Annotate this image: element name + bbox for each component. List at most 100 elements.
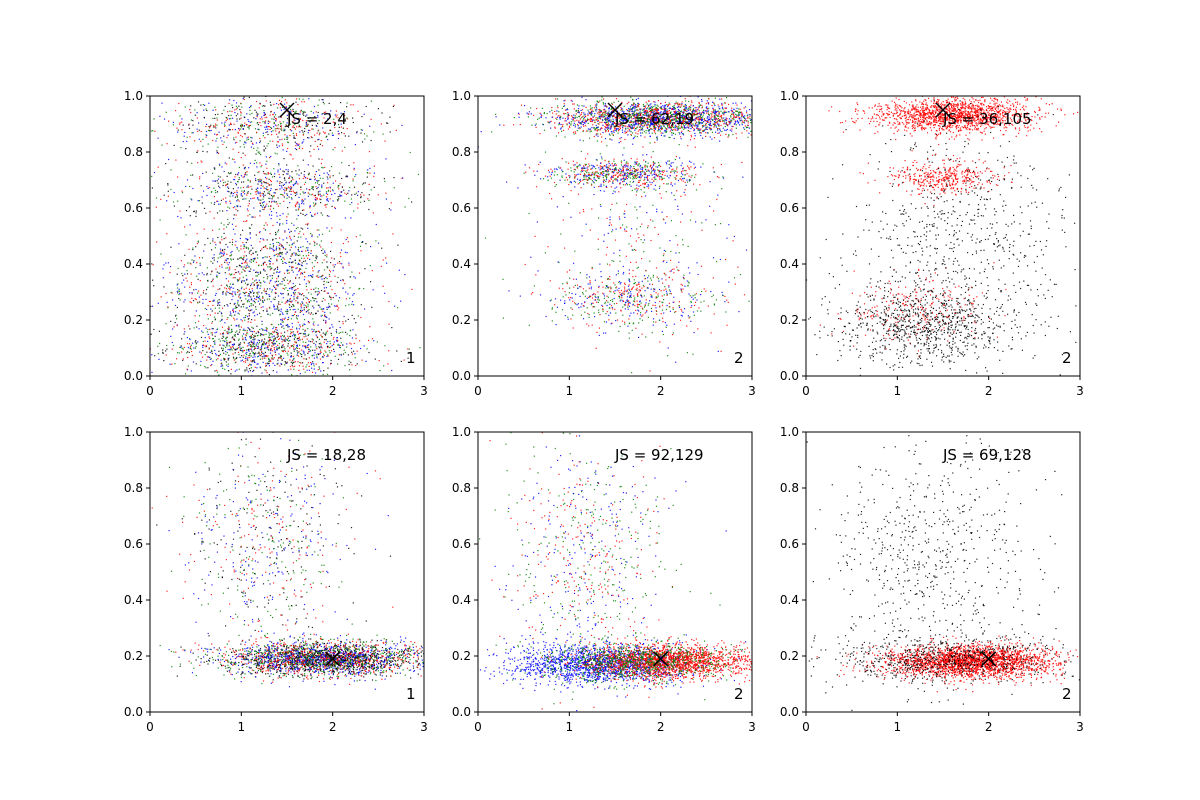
point-5 <box>307 310 309 312</box>
point-2 <box>240 245 242 247</box>
point-0 <box>749 114 751 116</box>
point-5 <box>271 247 273 249</box>
point-0 <box>229 341 231 343</box>
point-4 <box>161 102 163 104</box>
point-0 <box>307 344 309 346</box>
point-5 <box>234 244 236 246</box>
point-1 <box>269 288 271 290</box>
point-0 <box>599 133 602 135</box>
point-0 <box>283 327 285 329</box>
point-0 <box>299 332 301 334</box>
point-0 <box>681 103 683 105</box>
point-4 <box>288 105 290 107</box>
point-1 <box>269 307 271 309</box>
point-0 <box>575 113 577 115</box>
point-0 <box>647 130 649 132</box>
point-4 <box>264 113 266 115</box>
point-0 <box>254 356 256 358</box>
point-0 <box>741 132 743 134</box>
point-2 <box>316 256 318 258</box>
point-3 <box>341 191 343 193</box>
point-0 <box>268 334 270 336</box>
point-3 <box>328 215 330 217</box>
point-5 <box>369 326 371 328</box>
point-3 <box>287 171 289 173</box>
point-1 <box>253 291 255 293</box>
point-0 <box>345 320 347 322</box>
point-5 <box>240 175 243 177</box>
point-0 <box>637 112 639 115</box>
point-3 <box>402 177 404 179</box>
point-2 <box>201 272 203 274</box>
point-1 <box>234 293 236 295</box>
point-2 <box>297 248 299 251</box>
point-0 <box>263 341 265 343</box>
point-4 <box>334 147 336 149</box>
point-1 <box>302 298 304 300</box>
point-0 <box>730 119 732 121</box>
point-4 <box>340 123 342 125</box>
scatter-points <box>478 96 752 374</box>
point-2 <box>297 250 299 252</box>
point-0 <box>628 114 630 116</box>
point-5 <box>222 255 225 257</box>
point-1 <box>294 292 296 294</box>
point-4 <box>315 111 317 113</box>
point-2 <box>257 257 259 259</box>
point-2 <box>238 279 240 281</box>
point-2 <box>264 261 266 264</box>
point-0 <box>351 351 353 353</box>
point-0 <box>319 347 321 349</box>
point-1 <box>328 305 330 307</box>
point-1 <box>411 288 413 290</box>
point-5 <box>231 244 233 246</box>
point-0 <box>688 118 690 120</box>
point-0 <box>230 348 232 350</box>
point-0 <box>253 349 255 351</box>
point-0 <box>651 121 653 123</box>
point-2 <box>270 268 272 270</box>
point-4 <box>311 119 313 121</box>
point-3 <box>250 198 252 200</box>
point-0 <box>630 128 632 130</box>
point-4 <box>269 140 271 142</box>
point-0 <box>555 113 557 115</box>
point-0 <box>337 358 340 360</box>
point-1 <box>246 307 248 309</box>
point-3 <box>404 206 406 208</box>
point-0 <box>268 365 270 367</box>
point-2 <box>291 269 293 271</box>
point-0 <box>262 310 264 312</box>
point-5 <box>238 178 240 181</box>
point-5 <box>223 251 225 253</box>
point-4 <box>284 99 286 101</box>
point-2 <box>307 247 309 249</box>
point-2 <box>251 288 253 290</box>
point-4 <box>273 116 275 118</box>
point-0 <box>260 347 262 349</box>
point-0 <box>563 112 565 115</box>
point-0 <box>383 365 385 367</box>
point-1 <box>195 288 197 291</box>
point-2 <box>308 252 310 254</box>
point-4 <box>370 118 372 120</box>
point-1 <box>180 293 182 295</box>
point-1 <box>305 296 307 298</box>
point-2 <box>279 271 281 273</box>
point-3 <box>294 204 296 206</box>
point-5 <box>273 192 275 194</box>
point-2 <box>289 265 291 268</box>
point-1 <box>277 303 279 305</box>
point-2 <box>312 274 314 276</box>
point-3 <box>233 179 236 181</box>
point-1 <box>151 305 154 307</box>
point-5 <box>253 258 256 260</box>
point-4 <box>310 145 312 147</box>
point-4 <box>324 132 326 134</box>
point-0 <box>186 368 188 370</box>
point-0 <box>624 130 626 132</box>
point-0 <box>214 335 216 337</box>
point-0 <box>716 110 718 113</box>
point-5 <box>269 263 271 265</box>
point-0 <box>186 352 188 354</box>
